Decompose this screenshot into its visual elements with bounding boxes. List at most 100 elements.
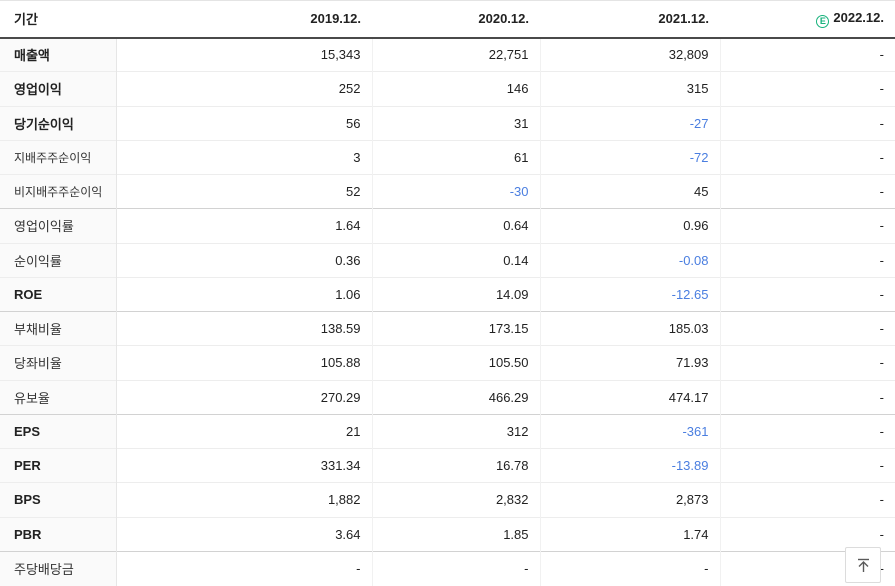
cell-value: - bbox=[720, 379, 895, 415]
cell-value: 14.09 bbox=[372, 276, 541, 312]
cell-value: 185.03 bbox=[540, 310, 721, 346]
cell-value: 2,873 bbox=[540, 482, 721, 517]
row-label: 당좌비율 bbox=[0, 345, 117, 380]
cell-value: 105.50 bbox=[372, 345, 541, 380]
cell-value: 1.85 bbox=[372, 516, 541, 552]
table-row: BPS 1,882 2,832 2,873- bbox=[0, 482, 895, 517]
cell-value: 52 bbox=[116, 173, 373, 209]
table-row: PBR 3.64 1.85 1.74- bbox=[0, 516, 895, 552]
cell-value: 173.15 bbox=[372, 310, 541, 346]
cell-value: 71.93 bbox=[540, 345, 721, 380]
header-row: 기간 2019.12. 2020.12. 2021.12. E 2022.12. bbox=[0, 0, 895, 39]
cell-value: 331.34 bbox=[116, 447, 373, 483]
cell-value: 22,751 bbox=[372, 36, 541, 72]
cell-value: - bbox=[720, 516, 895, 552]
cell-value: 1,882 bbox=[116, 482, 373, 517]
row-label: PER bbox=[0, 447, 117, 483]
row-label: PBR bbox=[0, 516, 117, 552]
cell-value: 474.17 bbox=[540, 379, 721, 415]
cell-value: 56 bbox=[116, 105, 373, 141]
cell-value: -0.08 bbox=[540, 242, 721, 278]
table-row: 영업이익 252 146 315- bbox=[0, 71, 895, 106]
row-label: 순이익률 bbox=[0, 242, 117, 278]
cell-value: 105.88 bbox=[116, 345, 373, 380]
table-header: 기간 2019.12. 2020.12. 2021.12. E 2022.12. bbox=[0, 0, 895, 39]
table-row: EPS 21 312 -361- bbox=[0, 413, 895, 449]
cell-value: - bbox=[720, 36, 895, 72]
cell-value: -72 bbox=[540, 139, 721, 175]
arrow-up-to-top-icon bbox=[857, 558, 869, 572]
cell-value: 466.29 bbox=[372, 379, 541, 415]
table-row: 유보율 270.29 466.29 474.17- bbox=[0, 379, 895, 415]
row-label: 지배주주순이익 bbox=[0, 139, 117, 175]
cell-value: 2,832 bbox=[372, 482, 541, 517]
cell-value: -27 bbox=[540, 105, 721, 141]
cell-value: 0.14 bbox=[372, 242, 541, 278]
cell-value: 1.74 bbox=[540, 516, 721, 552]
cell-value: - bbox=[372, 550, 541, 586]
table-row: PER 331.34 16.78 -13.89- bbox=[0, 447, 895, 483]
cell-value: 252 bbox=[116, 71, 373, 106]
cell-value: - bbox=[720, 105, 895, 141]
cell-value: 312 bbox=[372, 413, 541, 449]
row-label: 유보율 bbox=[0, 379, 117, 415]
cell-value: - bbox=[720, 139, 895, 175]
table-row: 지배주주순이익 3 61 -72- bbox=[0, 139, 895, 175]
table-row: 비지배주주순이익 52 -30 45- bbox=[0, 173, 895, 209]
cell-value: - bbox=[540, 550, 721, 586]
cell-value: 15,343 bbox=[116, 36, 373, 72]
cell-value: -30 bbox=[372, 173, 541, 209]
cell-value: -361 bbox=[540, 413, 721, 449]
table-row: 당좌비율 105.88 105.50 71.93- bbox=[0, 345, 895, 380]
cell-value: - bbox=[720, 242, 895, 278]
year-column-header: 2019.12. bbox=[116, 0, 372, 39]
cell-value: - bbox=[720, 208, 895, 243]
period-column-header: 기간 bbox=[0, 0, 116, 39]
cell-value: 31 bbox=[372, 105, 541, 141]
row-label: 영업이익 bbox=[0, 71, 117, 106]
row-label: 당기순이익 bbox=[0, 105, 117, 141]
year-column-header: 2020.12. bbox=[372, 0, 540, 39]
table-row: 매출액 15,343 22,751 32,809- bbox=[0, 36, 895, 72]
year-column-header: E 2022.12. bbox=[720, 0, 895, 39]
cell-value: 1.06 bbox=[116, 276, 373, 312]
cell-value: 16.78 bbox=[372, 447, 541, 483]
row-label: EPS bbox=[0, 413, 117, 449]
year-column-header: 2021.12. bbox=[540, 0, 720, 39]
cell-value: 32,809 bbox=[540, 36, 721, 72]
table-row: 주당배당금 - - - - bbox=[0, 550, 895, 586]
cell-value: - bbox=[720, 276, 895, 312]
cell-value: 270.29 bbox=[116, 379, 373, 415]
table-row: 순이익률 0.36 0.14 -0.08- bbox=[0, 242, 895, 278]
cell-value: 0.36 bbox=[116, 242, 373, 278]
cell-value: - bbox=[720, 71, 895, 106]
cell-value: 61 bbox=[372, 139, 541, 175]
row-label: 매출액 bbox=[0, 36, 117, 72]
cell-value: - bbox=[720, 310, 895, 346]
table-body: 매출액 15,343 22,751 32,809- 영업이익 252 146 315- 당기순이… bbox=[0, 36, 895, 586]
cell-value: - bbox=[720, 413, 895, 449]
row-label: 비지배주주순이익 bbox=[0, 173, 117, 209]
cell-value: 146 bbox=[372, 71, 541, 106]
cell-value: -13.89 bbox=[540, 447, 721, 483]
cell-value: 21 bbox=[116, 413, 373, 449]
cell-value: - bbox=[720, 173, 895, 209]
cell-value: 45 bbox=[540, 173, 721, 209]
scroll-to-top-button[interactable] bbox=[845, 547, 881, 583]
cell-value: 0.64 bbox=[372, 208, 541, 243]
cell-value: - bbox=[116, 550, 373, 586]
cell-value: - bbox=[720, 447, 895, 483]
row-label: 부채비율 bbox=[0, 310, 117, 346]
row-label: BPS bbox=[0, 482, 117, 517]
cell-value: 0.96 bbox=[540, 208, 721, 243]
estimate-icon: E bbox=[816, 14, 830, 28]
cell-value: - bbox=[720, 482, 895, 517]
row-label: 주당배당금 bbox=[0, 550, 117, 586]
table-row: ROE 1.06 14.09 -12.65- bbox=[0, 276, 895, 312]
table-row: 당기순이익 56 31 -27- bbox=[0, 105, 895, 141]
table-row: 영업이익률 1.64 0.64 0.96- bbox=[0, 208, 895, 243]
cell-value: 1.64 bbox=[116, 208, 373, 243]
row-label: ROE bbox=[0, 276, 117, 312]
row-label: 영업이익률 bbox=[0, 208, 117, 243]
